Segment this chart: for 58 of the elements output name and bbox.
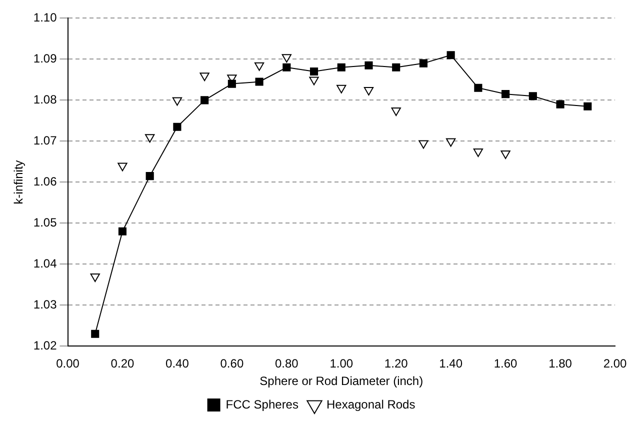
point [474, 84, 482, 92]
point [528, 92, 537, 100]
point [228, 80, 236, 88]
point [584, 102, 592, 110]
point [172, 97, 182, 106]
y-tick-label: 1.08 [33, 92, 58, 107]
x-tick-label: 0.00 [56, 356, 80, 371]
legend-label: Hexagonal Rods [326, 397, 416, 412]
point [337, 63, 346, 72]
point [446, 51, 455, 60]
point [502, 90, 510, 98]
y-tick-label: 1.05 [33, 216, 58, 230]
point [392, 63, 400, 72]
y-tick-label: 1.09 [33, 52, 58, 66]
point [118, 227, 127, 236]
y-tick-label: 1.10 [33, 10, 58, 25]
x-tick-label: 1.40 [439, 356, 463, 371]
x-tick-label: 1.60 [494, 356, 518, 371]
point [282, 54, 292, 63]
point [254, 62, 264, 71]
y-tick-label: 1.07 [33, 134, 58, 148]
legend-label: FCC Spheres [226, 397, 298, 412]
x-tick-label: 0.20 [110, 356, 134, 371]
point [473, 148, 484, 157]
point [200, 72, 210, 82]
point [446, 138, 456, 147]
point [391, 107, 401, 116]
point [91, 330, 100, 338]
point [90, 274, 100, 282]
point [364, 61, 373, 70]
point [118, 162, 128, 172]
x-tick-label: 0.80 [274, 356, 299, 371]
point [200, 96, 209, 104]
y-tick-label: 1.03 [33, 298, 58, 312]
x-tick-label: 1.00 [330, 356, 354, 371]
x-axis-title: Sphere or Rod Diameter (inch) [260, 374, 424, 388]
y-tick-label: 1.04 [33, 256, 58, 271]
point [145, 134, 155, 143]
point [310, 67, 318, 76]
point [556, 100, 564, 108]
x-tick-label: 0.40 [166, 356, 190, 371]
point [418, 140, 428, 149]
x-tick-label: 1.20 [384, 356, 408, 371]
point [255, 78, 264, 86]
point [173, 122, 182, 131]
x-tick-label: 1.80 [548, 356, 572, 371]
point [419, 59, 428, 68]
x-tick-label: 2.00 [603, 356, 627, 371]
point [146, 172, 154, 180]
x-tick-label: 0.60 [220, 356, 244, 371]
point [364, 86, 374, 96]
point [500, 150, 510, 159]
y-axis-title: k-infinity [12, 160, 26, 204]
y-tick-label: 1.06 [33, 174, 58, 189]
point [309, 76, 319, 86]
point [336, 84, 346, 94]
y-tick-label: 1.02 [33, 338, 58, 353]
point [282, 63, 291, 72]
